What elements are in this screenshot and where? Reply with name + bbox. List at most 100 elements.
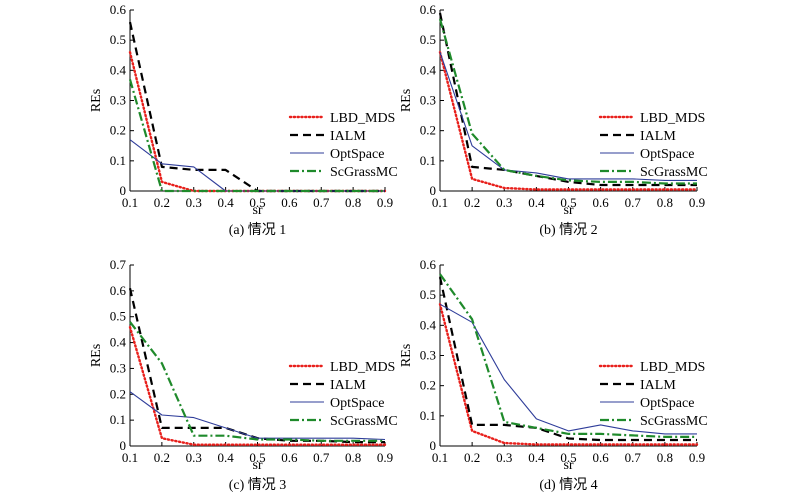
y-axis-label: REs [89,344,104,367]
x-tick-label: 0.5 [560,195,576,210]
legend-entry: ScGrassMC [640,165,708,180]
y-tick-label: 0.4 [420,317,437,332]
series-line-optspace [129,391,386,441]
chart-panel-4: 00.10.20.30.40.50.60.1 0.2 0.3 0.4 0.5 0.6 0.7… [399,257,708,493]
legend-entry: ScGrassMC [640,414,708,429]
series-line-ialm [438,12,697,187]
series-line-optspace [439,52,697,181]
x-tick-label: 0.8 [345,195,361,210]
y-tick-label: 0.6 [420,2,437,17]
y-tick-label: 0.1 [420,153,436,168]
x-tick-label: 0.1 [432,195,448,210]
x-tick-label: 0.7 [313,195,330,210]
x-tick-label: 0.7 [625,195,642,210]
y-tick-label: 0.2 [110,123,126,138]
y-tick-label: 0.3 [420,348,436,363]
x-tick-label: 0.6 [593,450,610,465]
y-tick-label: 0.4 [420,62,437,77]
y-axis-label: REs [89,89,104,112]
x-tick-label: 0.2 [464,195,480,210]
y-tick-label: 0.5 [420,32,436,47]
chart-panel-2: 00.10.20.30.40.50.60.1 0.2 0.3 0.4 0.5 0.6 0.7… [399,2,708,238]
y-axis-label: REs [399,344,414,367]
x-tick-label: 0.4 [528,195,545,210]
x-tick-label: 0.9 [377,450,393,465]
x-tick-label: 0.4 [528,450,545,465]
legend-entry: IALM [640,378,676,393]
legend-entry: LBD_MDS [640,360,705,375]
x-tick-label: 0.2 [464,450,480,465]
panel-caption: (c) 情况 3 [229,477,287,493]
x-tick-label: 0.2 [154,195,170,210]
legend-entry: LBD_MDS [640,111,705,126]
panel-caption: (b) 情况 2 [539,222,597,238]
y-tick-label: 0.6 [420,257,437,272]
x-tick-label: 0.8 [345,450,361,465]
series-line-lbd-mds [438,303,699,446]
x-tick-label: 0.9 [689,450,705,465]
y-tick-label: 0.1 [110,412,126,427]
x-tick-label: 0.1 [122,195,138,210]
x-tick-label: 0.6 [593,195,610,210]
series-line-scgrassmc [438,18,697,185]
y-tick-label: 0.2 [420,123,436,138]
legend-entry: OptSpace [640,396,694,411]
x-tick-label: 0.3 [186,450,202,465]
x-tick-label: 0.9 [377,195,393,210]
series-line-scgrassmc [129,321,385,442]
y-tick-label: 0.2 [110,386,126,401]
y-tick-label: 0.5 [420,287,436,302]
x-tick-label: 0.4 [218,450,235,465]
legend-entry: LBD_MDS [330,111,395,126]
y-tick-label: 0.4 [110,335,127,350]
legend-entry: OptSpace [330,147,384,162]
chart-panel-3: 00.10.20.30.40.50.60.70.1 0.2 0.3 0.4 0.5 0.6… [89,257,398,493]
y-tick-label: 0.2 [420,378,436,393]
y-tick-label: 0.6 [110,2,127,17]
legend-entry: ScGrassMC [330,165,398,180]
x-tick-label: 0.5 [249,450,265,465]
x-tick-label: 0.5 [249,195,265,210]
y-axis-label: REs [399,89,414,112]
y-tick-label: 0 [430,183,437,198]
x-tick-label: 0.3 [496,195,512,210]
x-tick-label: 0.6 [281,195,298,210]
x-tick-label: 0.7 [625,450,642,465]
x-tick-label: 0.4 [218,195,235,210]
x-tick-label: 0.3 [186,195,202,210]
legend-entry: IALM [330,378,366,393]
x-tick-label: 0.8 [657,450,673,465]
x-tick-label: 0.5 [560,450,576,465]
x-tick-label: 0.1 [432,450,448,465]
series-line-lbd-mds [438,51,699,191]
y-tick-label: 0.3 [110,360,126,375]
x-axis-label: sr [252,458,262,473]
y-tick-label: 0 [120,183,127,198]
x-tick-label: 0.8 [657,195,673,210]
x-tick-label: 0.1 [122,450,138,465]
legend-entry: LBD_MDS [330,360,395,375]
y-tick-label: 0.4 [110,62,127,77]
panel-caption: (a) 情况 1 [229,222,287,238]
y-tick-label: 0.1 [110,153,126,168]
y-tick-label: 0.3 [110,93,126,108]
x-tick-label: 0.9 [689,195,705,210]
series-line-scgrassmc [439,273,697,438]
series-line-scgrassmc [128,79,385,193]
y-tick-label: 0.5 [110,309,126,324]
y-tick-label: 0.7 [110,257,127,272]
series-line-optspace [439,303,697,435]
y-tick-label: 0.1 [420,408,436,423]
legend-entry: OptSpace [330,396,384,411]
x-tick-label: 0.2 [154,450,170,465]
legend-entry: IALM [640,129,676,144]
y-tick-label: 0 [430,438,437,453]
legend-entry: IALM [330,129,366,144]
x-tick-label: 0.3 [496,450,512,465]
x-tick-label: 0.7 [313,450,330,465]
series-line-lbd-mds [128,325,387,446]
x-axis-label: sr [252,203,262,218]
x-tick-label: 0.6 [281,450,298,465]
y-tick-label: 0.6 [110,283,127,298]
legend-entry: ScGrassMC [330,414,398,429]
